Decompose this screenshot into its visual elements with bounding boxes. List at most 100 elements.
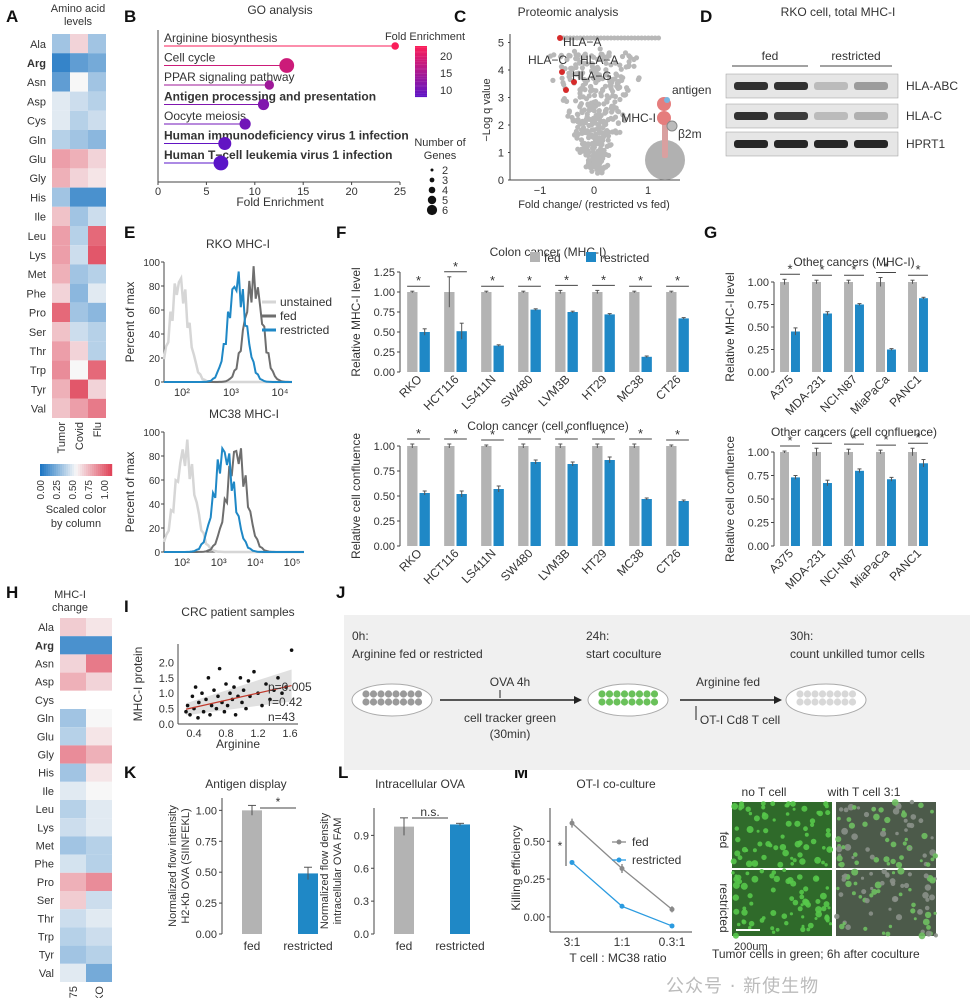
x-tick-label: 1 — [645, 185, 651, 197]
heat-cell — [52, 130, 70, 150]
cell-spot — [841, 877, 847, 882]
cell-spot — [821, 860, 825, 865]
category-label: LVM3B — [536, 372, 573, 409]
colorbar-cell — [415, 78, 427, 81]
heat-cell — [70, 302, 88, 322]
column-label: Covid — [74, 422, 86, 450]
x-tick-label: 1.6 — [282, 728, 297, 740]
y-axis-label: Relative cell confluence — [723, 436, 737, 562]
legend-swatch-restricted — [586, 252, 596, 262]
cell-spot — [858, 895, 863, 899]
sig-star: * — [490, 427, 495, 442]
cell-spot — [844, 844, 852, 851]
x-axis-label: T cell : MC38 ratio — [569, 951, 666, 965]
heat-cell — [86, 872, 112, 891]
sig-star: * — [601, 272, 606, 287]
volcano-point — [608, 86, 614, 92]
volcano-point — [624, 85, 630, 91]
heat-cell — [60, 963, 86, 982]
panel-letter-E: E — [124, 223, 135, 242]
cell-spot — [888, 907, 892, 911]
cell-spot — [792, 899, 799, 906]
cell-spot — [880, 880, 885, 886]
volcano-point — [578, 101, 585, 107]
volcano-point — [635, 76, 642, 83]
heat-cell — [60, 891, 86, 910]
y-tick-label: 0.50 — [196, 867, 217, 879]
colorbar-cell — [415, 90, 427, 92]
colorbar-cell — [415, 54, 427, 57]
volcano-point-hla — [563, 87, 569, 93]
cell-dot — [826, 698, 834, 706]
cell-spot — [885, 837, 890, 843]
bar-restricted — [530, 309, 541, 372]
scatter-point — [240, 700, 244, 705]
bar-restricted — [919, 463, 928, 546]
colorbar-cell — [84, 464, 87, 476]
volcano-point — [586, 93, 592, 99]
cell-spot — [806, 927, 811, 932]
volcano-point — [626, 62, 632, 68]
colorbar-cell — [415, 64, 427, 67]
scatter-point — [212, 688, 216, 692]
y-tick-label: 0.25 — [374, 347, 395, 359]
bar-restricted — [919, 298, 928, 372]
x-tick-label: 10³ — [223, 387, 239, 399]
y-tick-label: 0.00 — [196, 929, 217, 941]
y-tick-label: 0.75 — [748, 300, 769, 312]
colorbar-cell — [415, 59, 427, 62]
image-col-label: no T cell — [742, 785, 787, 799]
volcano-point — [615, 85, 621, 91]
bar-restricted — [678, 318, 689, 372]
volcano-point — [600, 137, 606, 144]
scatter-point — [208, 712, 212, 717]
heat-cell — [86, 763, 112, 782]
legend-dot — [428, 186, 436, 194]
row-label: Ala — [38, 622, 55, 634]
cell-spot — [748, 811, 753, 816]
heat-cell — [70, 379, 88, 399]
cell-spot — [836, 845, 843, 853]
legend-swatch-dot — [616, 839, 622, 845]
cell-dot — [598, 690, 606, 698]
heat-cell — [52, 379, 70, 399]
y-tick-label: 0.0 — [159, 719, 174, 731]
volcano-point — [587, 164, 593, 170]
cell-spot — [772, 818, 776, 822]
bar-restricted — [530, 462, 541, 546]
heat-cell — [88, 226, 106, 246]
volcano-point — [596, 108, 602, 114]
heat-cell — [70, 245, 88, 265]
volcano-point — [601, 164, 607, 170]
heat-cell — [52, 187, 70, 207]
chart-title: MC38 MHC-I — [209, 407, 279, 421]
bar-fed — [407, 446, 418, 546]
step-time: 24h: — [586, 629, 609, 643]
colorbar-label: by column — [51, 518, 101, 530]
cell-spot — [851, 833, 858, 840]
sig-star: * — [564, 426, 569, 441]
go-term-label: PPAR signaling pathway — [164, 70, 295, 84]
heat-cell — [60, 636, 86, 655]
volcano-point — [575, 56, 581, 62]
cell-spot — [745, 806, 751, 812]
cell-spot — [898, 892, 903, 897]
heat-cell — [52, 168, 70, 188]
y-tick-label: 0 — [154, 548, 160, 559]
heat-cell — [52, 53, 70, 73]
cell-dot — [833, 690, 842, 698]
cell-spot — [792, 807, 796, 811]
bar-fed — [518, 292, 529, 372]
bar-fed — [394, 826, 414, 934]
volcano-point — [558, 54, 564, 60]
heat-cell — [70, 53, 88, 73]
cell-spot — [863, 926, 868, 931]
cell-spot — [771, 930, 776, 934]
x-tick-label: 10² — [174, 557, 190, 569]
heat-cell — [60, 836, 86, 855]
row-label: His — [38, 768, 54, 780]
y-tick-label: 0.25 — [748, 345, 769, 357]
cell-spot — [926, 925, 931, 930]
cell-spot — [907, 872, 913, 877]
blot-band — [774, 82, 808, 90]
